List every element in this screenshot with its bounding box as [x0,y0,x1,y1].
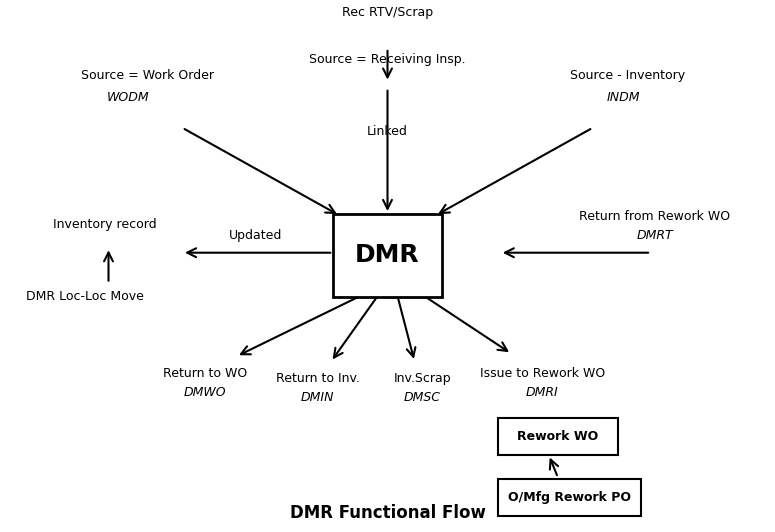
Text: Inv.Scrap: Inv.Scrap [394,372,451,385]
Text: DMSC: DMSC [404,391,441,404]
Text: DMIN: DMIN [301,391,335,404]
Text: Source = Receiving Insp.: Source = Receiving Insp. [309,54,466,66]
Text: Rec RTV/Scrap: Rec RTV/Scrap [342,6,433,19]
Bar [498,479,641,516]
Text: DMR Functional Flow: DMR Functional Flow [290,504,485,522]
Text: Updated: Updated [229,229,282,242]
Text: DMR: DMR [355,243,420,268]
Bar [498,418,618,455]
Text: Linked: Linked [367,126,408,138]
Text: Return to WO: Return to WO [164,367,247,380]
Text: DMR Loc-Loc Move: DMR Loc-Loc Move [26,290,144,303]
Text: Return from Rework WO: Return from Rework WO [580,211,730,223]
Text: Source = Work Order: Source = Work Order [81,70,214,82]
Text: Return to Inv.: Return to Inv. [276,372,360,385]
Text: O/Mfg Rework PO: O/Mfg Rework PO [508,491,631,504]
Text: DMWO: DMWO [184,386,226,398]
Text: DMRT: DMRT [636,229,673,242]
Text: Inventory record: Inventory record [53,219,157,231]
Text: DMRI: DMRI [526,386,559,398]
Text: WODM: WODM [107,91,149,104]
Text: INDM: INDM [607,91,641,104]
Bar [333,214,442,297]
Text: Issue to Rework WO: Issue to Rework WO [480,367,605,380]
Text: Rework WO: Rework WO [518,430,598,443]
Text: Source - Inventory: Source - Inventory [570,70,685,82]
